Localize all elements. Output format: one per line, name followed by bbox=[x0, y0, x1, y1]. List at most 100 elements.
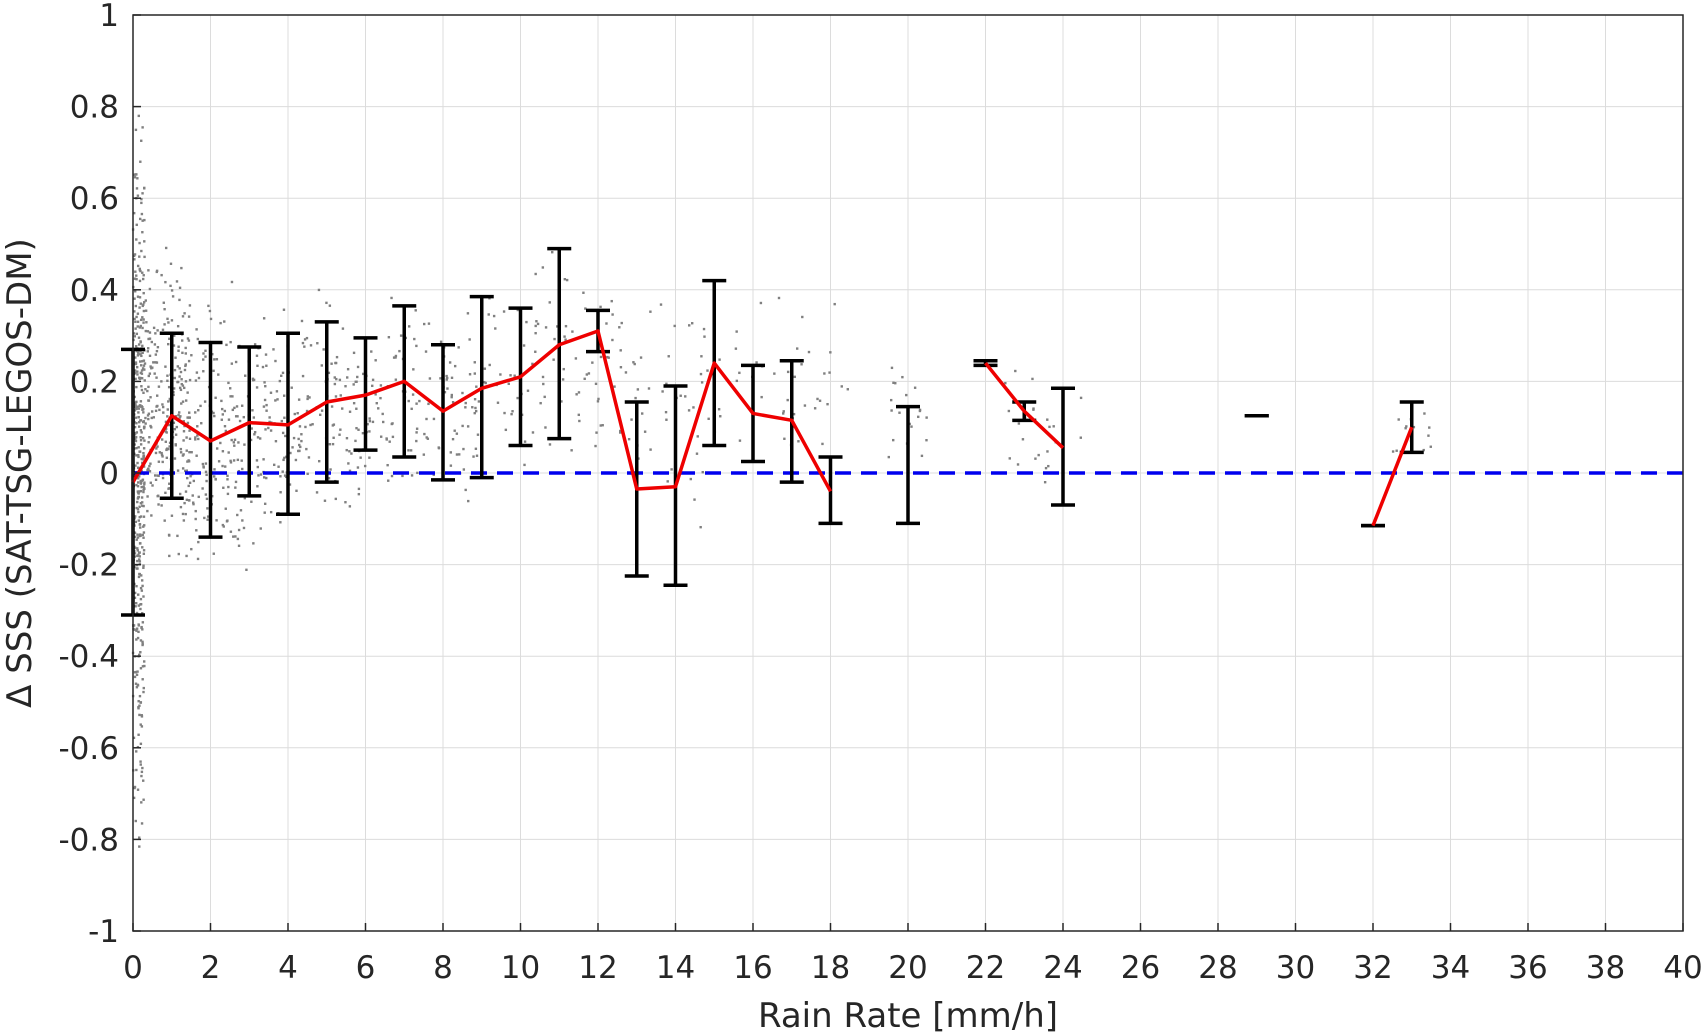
scatter-point bbox=[699, 372, 703, 376]
scatter-point bbox=[135, 750, 138, 753]
scatter-point bbox=[760, 395, 763, 399]
scatter-point bbox=[139, 404, 142, 407]
y-tick-label: 0.6 bbox=[70, 181, 119, 217]
scatter-point bbox=[217, 460, 221, 463]
scatter-point bbox=[138, 505, 141, 508]
scatter-point bbox=[155, 349, 159, 353]
scatter-point bbox=[164, 491, 167, 495]
scatter-point bbox=[187, 499, 191, 502]
scatter-point bbox=[472, 455, 475, 458]
scatter-point bbox=[703, 335, 706, 338]
scatter-point bbox=[179, 505, 183, 509]
scatter-point bbox=[139, 607, 142, 611]
scatter-point bbox=[134, 362, 138, 366]
scatter-point bbox=[179, 415, 182, 418]
scatter-point bbox=[141, 405, 144, 409]
scatter-point bbox=[169, 262, 173, 265]
scatter-point bbox=[136, 177, 139, 180]
scatter-point bbox=[461, 391, 464, 395]
scatter-point bbox=[135, 238, 138, 241]
scatter-point bbox=[147, 441, 150, 444]
scatter-point bbox=[140, 249, 143, 253]
scatter-point bbox=[133, 173, 136, 176]
scatter-point bbox=[719, 415, 722, 418]
scatter-point bbox=[149, 481, 153, 484]
scatter-point bbox=[476, 433, 480, 436]
scatter-point bbox=[143, 439, 146, 442]
scatter-point bbox=[1044, 466, 1048, 470]
scatter-point bbox=[335, 355, 339, 359]
scatter-point bbox=[1047, 464, 1050, 468]
scatter-point bbox=[422, 322, 426, 326]
scatter-point bbox=[209, 317, 213, 321]
scatter-point bbox=[147, 374, 150, 378]
scatter-point bbox=[256, 436, 260, 439]
scatter-point bbox=[149, 396, 152, 399]
scatter-point bbox=[282, 458, 285, 462]
scatter-point bbox=[464, 401, 467, 405]
scatter-point bbox=[539, 401, 542, 405]
scatter-point bbox=[133, 552, 137, 555]
scatter-point bbox=[153, 474, 157, 477]
scatter-point bbox=[143, 487, 146, 491]
scatter-point bbox=[152, 416, 156, 419]
scatter-point bbox=[346, 376, 349, 379]
scatter-point bbox=[190, 547, 193, 551]
scatter-point bbox=[1034, 457, 1037, 460]
scatter-point bbox=[699, 525, 702, 529]
scatter-point bbox=[315, 491, 319, 494]
scatter-point bbox=[387, 479, 390, 482]
scatter-point bbox=[1037, 453, 1040, 457]
scatter-point bbox=[237, 441, 240, 444]
scatter-point bbox=[133, 535, 137, 539]
scatter-point bbox=[134, 682, 138, 685]
scatter-point bbox=[133, 596, 137, 599]
scatter-point bbox=[139, 639, 143, 642]
scatter-point bbox=[148, 337, 152, 340]
scatter-point bbox=[160, 504, 163, 507]
scatter-point bbox=[142, 309, 146, 313]
scatter-point bbox=[577, 391, 581, 394]
x-tick-label: 40 bbox=[1663, 950, 1702, 986]
scatter-point bbox=[141, 277, 145, 281]
scatter-point bbox=[151, 484, 154, 487]
scatter-point bbox=[823, 372, 826, 375]
scatter-point bbox=[892, 438, 895, 442]
scatter-point bbox=[792, 412, 796, 416]
scatter-point bbox=[738, 371, 741, 375]
scatter-point bbox=[136, 549, 139, 552]
scatter-point bbox=[840, 385, 843, 388]
scatter-point bbox=[155, 376, 158, 379]
scatter-point bbox=[228, 387, 232, 390]
scatter-point bbox=[194, 379, 198, 382]
scatter-point bbox=[782, 410, 785, 413]
scatter-point bbox=[197, 409, 200, 412]
scatter-point bbox=[143, 379, 146, 382]
scatter-point bbox=[160, 453, 164, 457]
scatter-point bbox=[513, 374, 516, 377]
scatter-point bbox=[548, 301, 551, 304]
scatter-point bbox=[264, 353, 268, 356]
scatter-point bbox=[141, 643, 144, 647]
scatter-point bbox=[283, 416, 286, 419]
scatter-point bbox=[141, 501, 144, 504]
scatter-point bbox=[305, 409, 309, 413]
scatter-point bbox=[407, 449, 410, 452]
scatter-point bbox=[140, 369, 144, 372]
scatter-point bbox=[138, 558, 141, 561]
scatter-point bbox=[325, 301, 328, 305]
scatter-point bbox=[135, 431, 139, 434]
scatter-point bbox=[298, 425, 302, 428]
scatter-point bbox=[232, 441, 235, 444]
scatter-point bbox=[141, 478, 145, 481]
scatter-point bbox=[240, 459, 243, 462]
scatter-point bbox=[262, 458, 265, 461]
scatter-point bbox=[649, 448, 652, 451]
scatter-point bbox=[234, 415, 238, 418]
scatter-point bbox=[158, 451, 162, 454]
scatter-point bbox=[276, 398, 279, 401]
scatter-point bbox=[390, 422, 393, 426]
scatter-point bbox=[166, 342, 170, 346]
scatter-point bbox=[167, 321, 170, 324]
scatter-point bbox=[213, 414, 216, 418]
